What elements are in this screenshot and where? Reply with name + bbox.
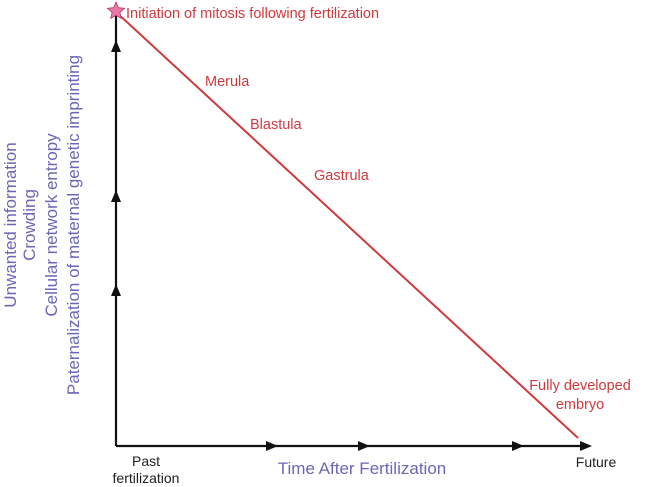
stage-label-gastrula: Gastrula [314,168,370,184]
y-label-paternalization: Paternalization of maternal genetic impr… [64,55,83,395]
x-axis-arrow-1 [266,441,278,451]
x-end-label: Future [576,454,617,470]
x-start-label-line-1: Past [132,453,160,469]
end-event-label-line-2: embryo [556,397,604,413]
star-icon [106,0,126,20]
x-axis-arrow-2 [358,441,370,451]
stage-label-merula: Merula [205,74,250,90]
y-axis-arrow-2 [111,190,121,202]
y-label-unwanted-information: Unwanted information [1,142,20,307]
y-axis-arrow-1 [111,284,121,296]
stage-label-blastula: Blastula [250,117,303,133]
end-event-label-line-1: Fully developed [529,378,631,394]
x-start-label-line-2: fertilization [113,470,180,486]
x-axis-title: Time After Fertilization [278,459,446,478]
y-label-cellular-network-entropy: Cellular network entropy [42,133,61,317]
y-axis-arrow-3 [111,40,121,52]
start-event-label: Initiation of mitosis following fertiliz… [126,6,379,22]
y-label-crowding: Crowding [20,189,39,261]
x-axis-arrow-3 [512,441,524,451]
x-axis-arrow-end [580,441,592,451]
trend-line [115,11,579,439]
